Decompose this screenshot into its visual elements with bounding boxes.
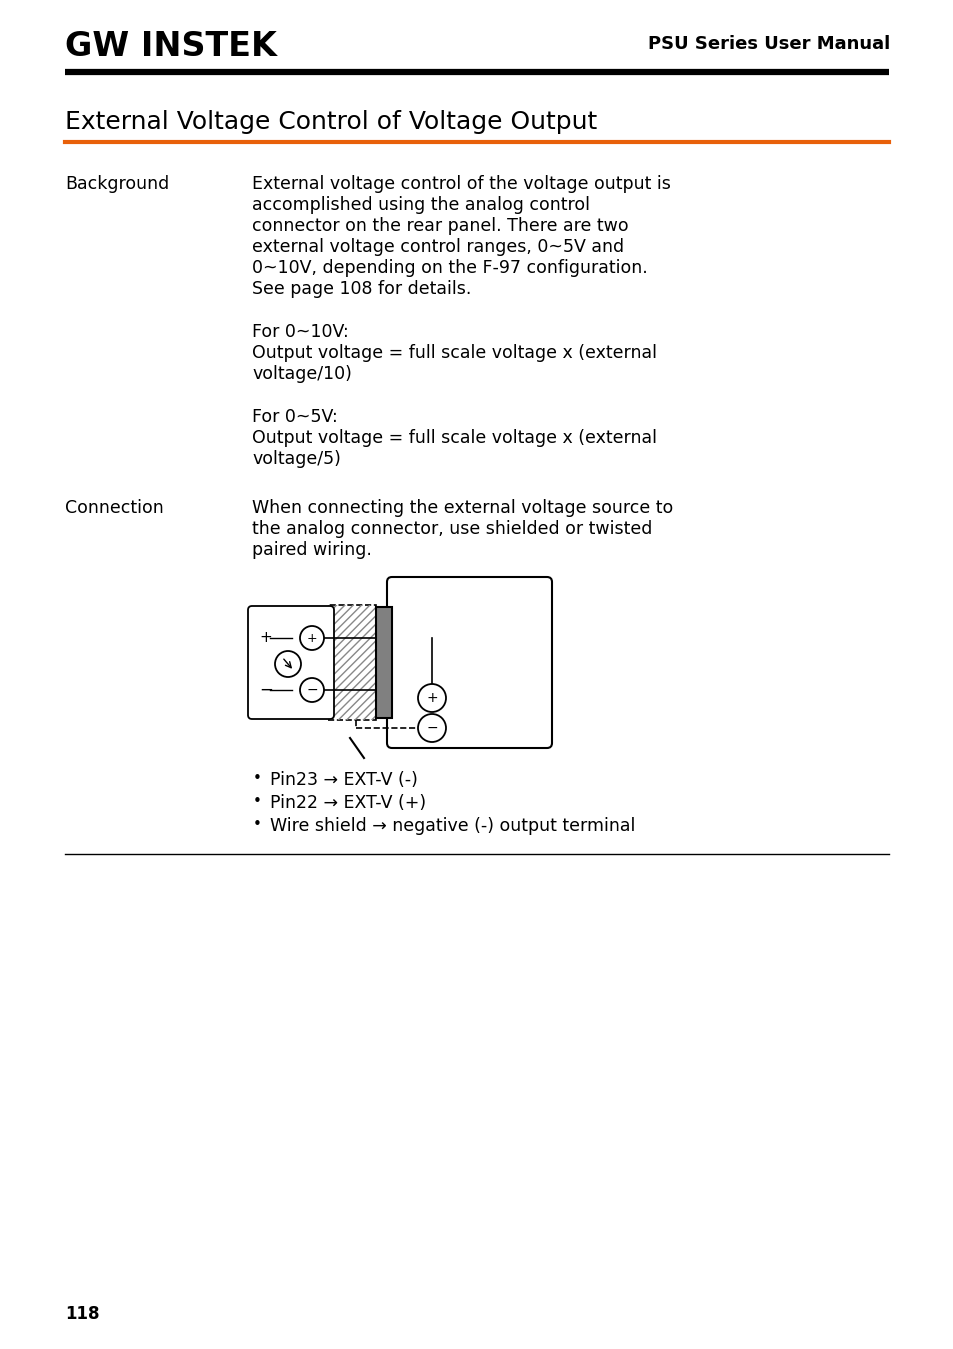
Text: −: −	[258, 681, 273, 699]
Text: 0~10V, depending on the F-97 configuration.: 0~10V, depending on the F-97 configurati…	[252, 259, 647, 277]
Circle shape	[417, 684, 446, 712]
Text: paired wiring.: paired wiring.	[252, 541, 372, 558]
Text: −: −	[306, 683, 317, 697]
Text: voltage/10): voltage/10)	[252, 366, 352, 383]
Text: Pin22 → EXT-V (+): Pin22 → EXT-V (+)	[270, 795, 426, 812]
Text: +: +	[258, 630, 272, 646]
Bar	[375, 607, 392, 718]
Text: When connecting the external voltage source to: When connecting the external voltage sou…	[252, 499, 673, 517]
Text: External Voltage Control of Voltage Output: External Voltage Control of Voltage Outp…	[65, 111, 597, 134]
Text: +: +	[426, 691, 437, 706]
Text: For 0~10V:: For 0~10V:	[252, 322, 349, 341]
Text: Connection: Connection	[65, 499, 164, 517]
Text: the analog connector, use shielded or twisted: the analog connector, use shielded or tw…	[252, 519, 652, 538]
Text: Output voltage = full scale voltage x (external: Output voltage = full scale voltage x (e…	[252, 429, 657, 447]
Text: accomplished using the analog control: accomplished using the analog control	[252, 196, 589, 214]
Circle shape	[299, 626, 324, 650]
FancyBboxPatch shape	[387, 577, 552, 747]
Text: Wire shield → negative (-) output terminal: Wire shield → negative (-) output termin…	[270, 817, 635, 835]
FancyBboxPatch shape	[248, 606, 334, 719]
Text: external voltage control ranges, 0~5V and: external voltage control ranges, 0~5V an…	[252, 237, 623, 256]
Text: 118: 118	[65, 1304, 99, 1323]
Text: See page 108 for details.: See page 108 for details.	[252, 281, 471, 298]
Text: Pin23 → EXT-V (-): Pin23 → EXT-V (-)	[270, 772, 417, 789]
Text: Output voltage = full scale voltage x (external: Output voltage = full scale voltage x (e…	[252, 344, 657, 362]
Text: −: −	[426, 720, 437, 735]
Bar	[328, 604, 375, 720]
Text: •: •	[253, 772, 261, 786]
Text: voltage/5): voltage/5)	[252, 451, 340, 468]
Text: connector on the rear panel. There are two: connector on the rear panel. There are t…	[252, 217, 628, 235]
Text: +: +	[306, 631, 317, 645]
Text: GW INSTEK: GW INSTEK	[65, 30, 276, 63]
Circle shape	[417, 714, 446, 742]
Text: •: •	[253, 817, 261, 832]
Text: For 0~5V:: For 0~5V:	[252, 407, 337, 426]
Text: •: •	[253, 795, 261, 809]
Circle shape	[274, 652, 301, 677]
Bar	[328, 604, 375, 720]
Text: Background: Background	[65, 175, 169, 193]
Text: External voltage control of the voltage output is: External voltage control of the voltage …	[252, 175, 670, 193]
Text: PSU Series User Manual: PSU Series User Manual	[647, 35, 889, 53]
Circle shape	[299, 679, 324, 701]
